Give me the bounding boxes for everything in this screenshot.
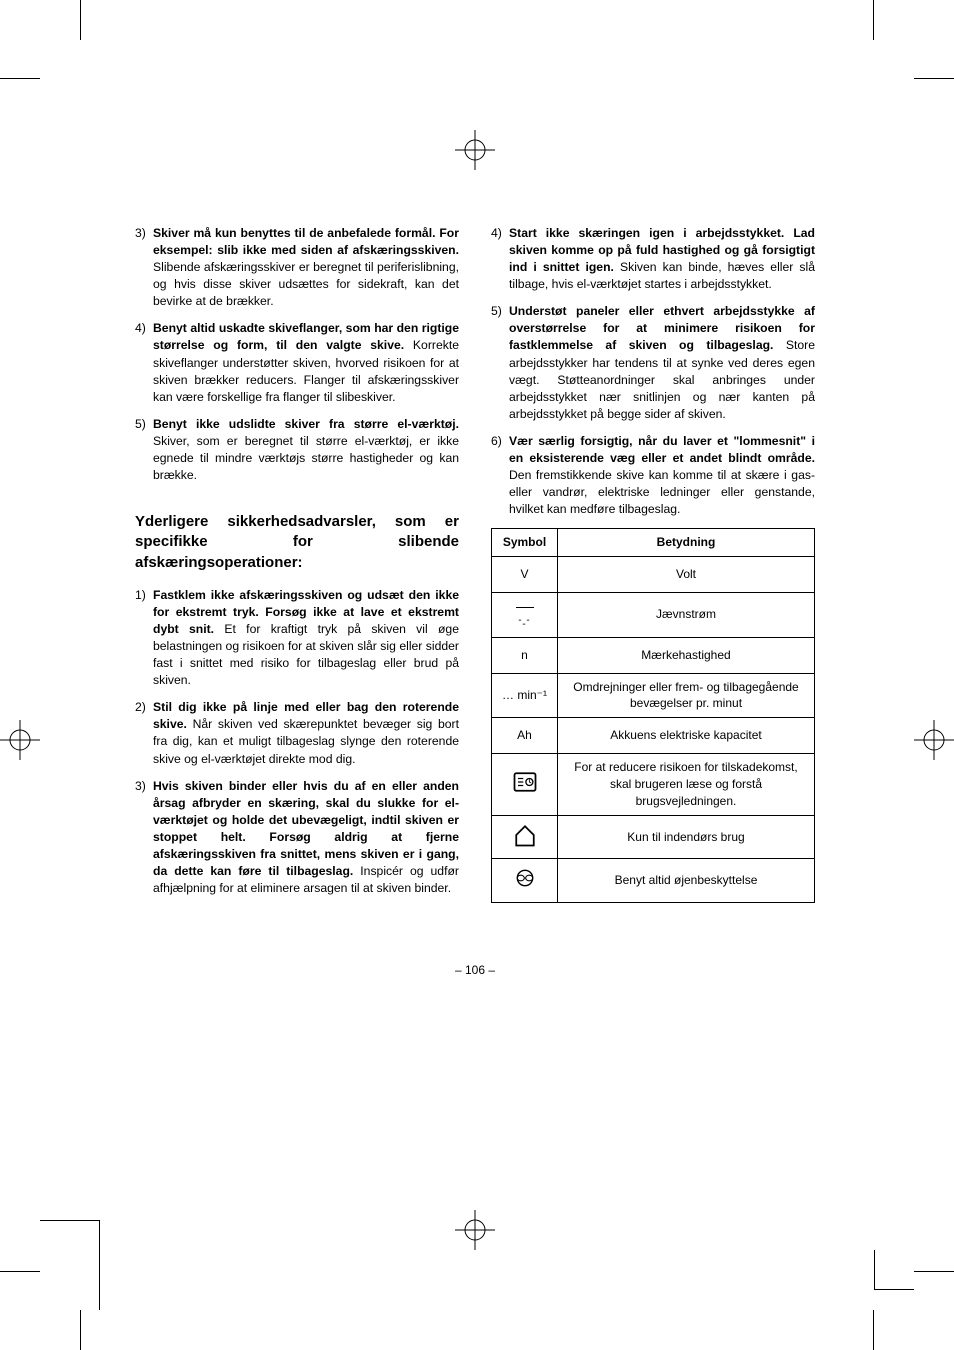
table-row: Kun til indendørs brug (492, 815, 815, 859)
right-column: 4)Start ikke skæringen igen i arbejdssty… (491, 225, 815, 907)
crop-mark (0, 1271, 40, 1272)
registration-mark-top (455, 130, 495, 170)
crop-mark (873, 1310, 874, 1350)
item-text: Skiver, som er beregnet til større el-væ… (153, 434, 459, 482)
left-column: 3) Skiver må kun benyttes til de anbefale… (135, 225, 459, 907)
table-row: For at reducere risikoen for tilskadekom… (492, 754, 815, 815)
list-item: 4)Benyt altid uskadte skiveflanger, som … (135, 320, 459, 405)
goggles-icon (492, 859, 558, 903)
table-row: Benyt altid øjenbeskyttelse (492, 859, 815, 903)
item-number: 4) (135, 320, 146, 337)
symbol-table: Symbol Betydning V Volt - - - Jævnstrøm … (491, 528, 815, 903)
binding-mark (40, 1220, 100, 1310)
meaning-cell: Kun til indendørs brug (558, 815, 815, 859)
list-item: 3) Skiver må kun benyttes til de anbefale… (135, 225, 459, 310)
crop-mark (0, 78, 40, 79)
table-header-meaning: Betydning (558, 529, 815, 557)
safety-list-a: 3) Skiver må kun benyttes til de anbefale… (135, 225, 459, 484)
registration-mark-left (0, 720, 40, 780)
symbol-volt: V (492, 557, 558, 593)
item-text: Slibende afskæringsskiver er beregnet ti… (153, 260, 459, 308)
table-row: V Volt (492, 557, 815, 593)
manual-icon (492, 754, 558, 815)
list-item: 2)Stil dig ikke på linje med eller bag d… (135, 699, 459, 767)
item-bold: Benyt ikke udslidte skiver fra større el… (153, 417, 459, 431)
list-item: 4)Start ikke skæringen igen i arbejdssty… (491, 225, 815, 293)
crop-mark (914, 1271, 954, 1272)
registration-mark-right (914, 720, 954, 780)
symbol-ah: Ah (492, 718, 558, 754)
registration-mark-bottom (455, 1210, 495, 1250)
table-row: Ah Akkuens elektriske kapacitet (492, 718, 815, 754)
safety-list-b: 1)Fastklem ikke afskæringsskiven og udsæ… (135, 587, 459, 897)
crop-mark (914, 78, 954, 79)
item-number: 3) (135, 225, 146, 242)
table-header-row: Symbol Betydning (492, 529, 815, 557)
item-bold: Understøt paneler eller ethvert arbejdss… (509, 304, 815, 352)
table-row: - - - Jævnstrøm (492, 593, 815, 638)
list-item: 5) Understøt paneler eller ethvert arbejd… (491, 303, 815, 423)
item-number: 4) (491, 225, 502, 242)
list-item: 6) Vær særlig forsigtig, når du laver et … (491, 433, 815, 518)
safety-list-c: 4)Start ikke skæringen igen i arbejdssty… (491, 225, 815, 518)
meaning-cell: For at reducere risikoen for tilskadekom… (558, 754, 815, 815)
meaning-cell: Akkuens elektriske kapacitet (558, 718, 815, 754)
item-number: 5) (135, 416, 146, 433)
table-row: n Mærkehastighed (492, 637, 815, 673)
crop-mark (873, 0, 874, 40)
item-number: 2) (135, 699, 146, 716)
symbol-dc-icon: - - - (492, 593, 558, 638)
item-number: 6) (491, 433, 502, 450)
page-content: 3) Skiver må kun benyttes til de anbefale… (135, 225, 815, 907)
meaning-cell: Jævnstrøm (558, 593, 815, 638)
indoor-icon (492, 815, 558, 859)
list-item: 5) Benyt ikke udslidte skiver fra større … (135, 416, 459, 484)
symbol-rpm: … min⁻¹ (492, 673, 558, 718)
list-item: 1)Fastklem ikke afskæringsskiven og udsæ… (135, 587, 459, 689)
item-text: Når skiven ved skærepunktet bevæger sig … (153, 717, 459, 765)
symbol-n: n (492, 637, 558, 673)
section-heading: Yderligere sikkerhedsadvarsler, som er s… (135, 512, 459, 573)
crop-mark (80, 0, 81, 40)
meaning-cell: Omdrejninger eller frem- og tilbagegåend… (558, 673, 815, 718)
page-number: – 106 – (135, 963, 815, 977)
item-bold: Vær særlig forsigtig, når du laver et "l… (509, 434, 815, 465)
meaning-cell: Mærkehastighed (558, 637, 815, 673)
item-number: 3) (135, 778, 146, 795)
table-row: … min⁻¹ Omdrejninger eller frem- og tilb… (492, 673, 815, 718)
table-header-symbol: Symbol (492, 529, 558, 557)
item-number: 5) (491, 303, 502, 320)
crop-mark (80, 1310, 81, 1350)
binding-mark (874, 1250, 914, 1290)
meaning-cell: Volt (558, 557, 815, 593)
item-text: Den fremstikkende skive kan komme til at… (509, 468, 815, 516)
item-bold: Skiver må kun benyttes til de anbefalede… (153, 226, 459, 257)
item-number: 1) (135, 587, 146, 604)
meaning-cell: Benyt altid øjenbeskyttelse (558, 859, 815, 903)
list-item: 3)Hvis skiven binder eller hvis du af en… (135, 778, 459, 898)
